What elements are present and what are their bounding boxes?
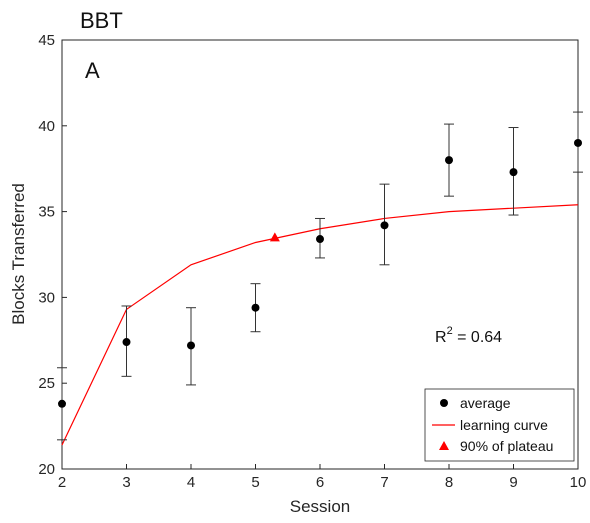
average-point xyxy=(380,221,389,230)
x-axis-label: Session xyxy=(290,497,350,516)
r-squared-annotation: R2 = 0.64 xyxy=(435,325,502,346)
y-tick-label: 35 xyxy=(38,204,55,221)
average-point xyxy=(251,303,260,312)
legend-average-marker xyxy=(440,399,448,407)
x-tick-label: 2 xyxy=(58,474,66,491)
x-tick-label: 5 xyxy=(251,474,259,491)
legend-plateau-marker xyxy=(439,441,449,450)
y-tick-label: 20 xyxy=(38,461,55,478)
panel-label: A xyxy=(85,58,100,83)
average-point xyxy=(58,399,66,408)
r-squared-exponent: 2 xyxy=(447,325,453,337)
x-tick-label: 9 xyxy=(509,474,517,491)
legend-plateau-label: 90% of plateau xyxy=(460,438,553,454)
y-tick-label: 30 xyxy=(38,289,55,306)
legend-average-label: average xyxy=(460,395,511,411)
x-tick-label: 8 xyxy=(445,474,453,491)
chart-title: BBT xyxy=(80,8,123,33)
y-tick-label: 25 xyxy=(38,375,55,392)
y-tick-label: 45 xyxy=(38,32,55,49)
x-tick-label: 10 xyxy=(570,474,587,491)
y-axis-label: Blocks Transferred xyxy=(9,183,28,325)
average-point xyxy=(316,235,324,244)
plateau-marker xyxy=(269,232,280,242)
x-tick-label: 6 xyxy=(316,474,324,491)
legend-learning-curve-label: learning curve xyxy=(460,417,548,433)
r-squared-value: = 0.64 xyxy=(453,329,502,346)
r-squared-prefix: R xyxy=(435,329,447,346)
average-point xyxy=(187,341,195,350)
x-tick-label: 7 xyxy=(380,474,388,491)
x-tick-label: 4 xyxy=(187,474,195,491)
legend: average learning curve 90% of plateau xyxy=(424,388,575,462)
average-point xyxy=(122,338,131,347)
y-tick-label: 40 xyxy=(38,118,55,135)
x-tick-label: 3 xyxy=(122,474,130,491)
average-point xyxy=(445,156,453,165)
average-point xyxy=(574,138,582,147)
average-point xyxy=(509,168,518,177)
